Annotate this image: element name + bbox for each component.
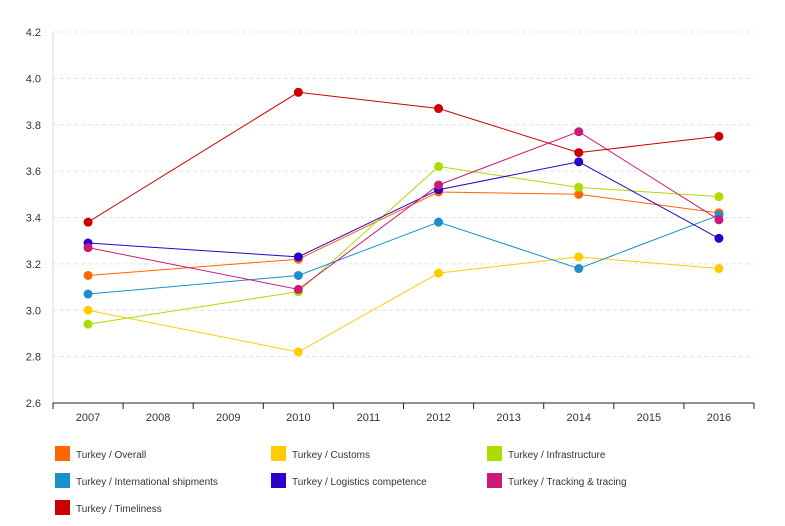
data-point[interactable]: [714, 192, 724, 202]
legend-label: Turkey / Timeliness: [76, 504, 162, 515]
legend-item[interactable]: Turkey / Tracking & tracing: [487, 473, 627, 488]
legend-swatch: [55, 473, 70, 488]
legend-item[interactable]: Turkey / Overall: [55, 446, 146, 461]
y-tick-label: 2.6: [26, 398, 41, 410]
series-1: [83, 252, 724, 357]
data-point[interactable]: [83, 319, 93, 329]
data-point[interactable]: [434, 180, 444, 190]
y-tick-label: 4.2: [26, 27, 41, 39]
legend-swatch: [271, 446, 286, 461]
data-point[interactable]: [83, 289, 93, 299]
data-point[interactable]: [293, 347, 303, 357]
series-6: [83, 87, 724, 227]
series-4: [83, 157, 724, 262]
data-point[interactable]: [714, 215, 724, 225]
x-tick-label: 2014: [567, 412, 591, 424]
legend-item[interactable]: Turkey / Infrastructure: [487, 446, 606, 461]
legend-swatch: [487, 446, 502, 461]
x-tick-label: 2012: [426, 412, 450, 424]
x-tick-label: 2008: [146, 412, 170, 424]
y-tick-label: 3.8: [26, 120, 41, 132]
data-point[interactable]: [574, 148, 584, 158]
axes: 2.6 2.8 3.0 3.2 3.4 3.6 3.8 4.0 4.2 2007 2008 2009 2…: [26, 27, 755, 424]
y-tick-label: 3.2: [26, 259, 41, 271]
y-tick-label: 3.4: [26, 213, 41, 225]
series-line: [87, 165, 719, 325]
series-2: [83, 161, 724, 329]
y-tick-label: 4.0: [26, 73, 41, 85]
x-tick-label: 2011: [357, 412, 381, 424]
data-point[interactable]: [83, 217, 93, 227]
data-point[interactable]: [293, 284, 303, 294]
x-tick-label: 2009: [216, 412, 240, 424]
legend-label: Turkey / Tracking & tracing: [508, 477, 627, 488]
series-line: [87, 191, 719, 276]
data-point[interactable]: [574, 182, 584, 192]
data-point[interactable]: [574, 127, 584, 137]
data-point[interactable]: [83, 243, 93, 253]
data-point[interactable]: [434, 104, 444, 114]
data-point[interactable]: [83, 305, 93, 315]
data-point[interactable]: [293, 87, 303, 97]
data-point[interactable]: [434, 217, 444, 227]
legend-item[interactable]: Turkey / Logistics competence: [271, 473, 427, 488]
legend-swatch: [55, 500, 70, 515]
legend-label: Turkey / Infrastructure: [508, 450, 606, 461]
legend-swatch: [271, 473, 286, 488]
series-3: [83, 210, 724, 299]
series-line: [87, 256, 719, 353]
series-line: [87, 91, 719, 223]
series-group: [83, 87, 724, 357]
data-point[interactable]: [714, 233, 724, 243]
gridlines: [53, 31, 754, 358]
data-point[interactable]: [714, 131, 724, 141]
legend-item[interactable]: Turkey / Customs: [271, 446, 370, 461]
x-tick-label: 2015: [637, 412, 661, 424]
series-line: [87, 214, 720, 295]
data-point[interactable]: [574, 264, 584, 274]
legend-item[interactable]: Turkey / Timeliness: [55, 500, 162, 515]
data-point[interactable]: [293, 252, 303, 262]
legend-item[interactable]: Turkey / International shipments: [55, 473, 218, 488]
legend-label: Turkey / Customs: [292, 450, 370, 461]
legend-swatch: [487, 473, 502, 488]
data-point[interactable]: [714, 264, 724, 274]
data-point[interactable]: [574, 252, 584, 262]
data-point[interactable]: [434, 268, 444, 278]
data-point[interactable]: [574, 189, 584, 199]
legend-label: Turkey / Overall: [76, 450, 146, 461]
data-point[interactable]: [574, 157, 584, 167]
legend-label: Turkey / International shipments: [76, 477, 218, 488]
x-tick-label: 2013: [496, 412, 520, 424]
legend: Turkey / Overall Turkey / Customs Turkey /…: [55, 446, 627, 515]
data-point[interactable]: [293, 270, 303, 280]
data-point[interactable]: [434, 161, 444, 171]
series-5: [83, 127, 724, 294]
series-line: [87, 131, 720, 290]
y-tick-label: 2.8: [26, 352, 41, 364]
data-point[interactable]: [83, 270, 93, 280]
legend-label: Turkey / Logistics competence: [292, 477, 427, 488]
x-tick-label: 2016: [707, 412, 731, 424]
y-tick-label: 3.0: [26, 305, 41, 317]
legend-swatch: [55, 446, 70, 461]
x-tick-label: 2010: [286, 412, 310, 424]
x-tick-label: 2007: [76, 412, 100, 424]
y-tick-label: 3.6: [26, 166, 41, 178]
